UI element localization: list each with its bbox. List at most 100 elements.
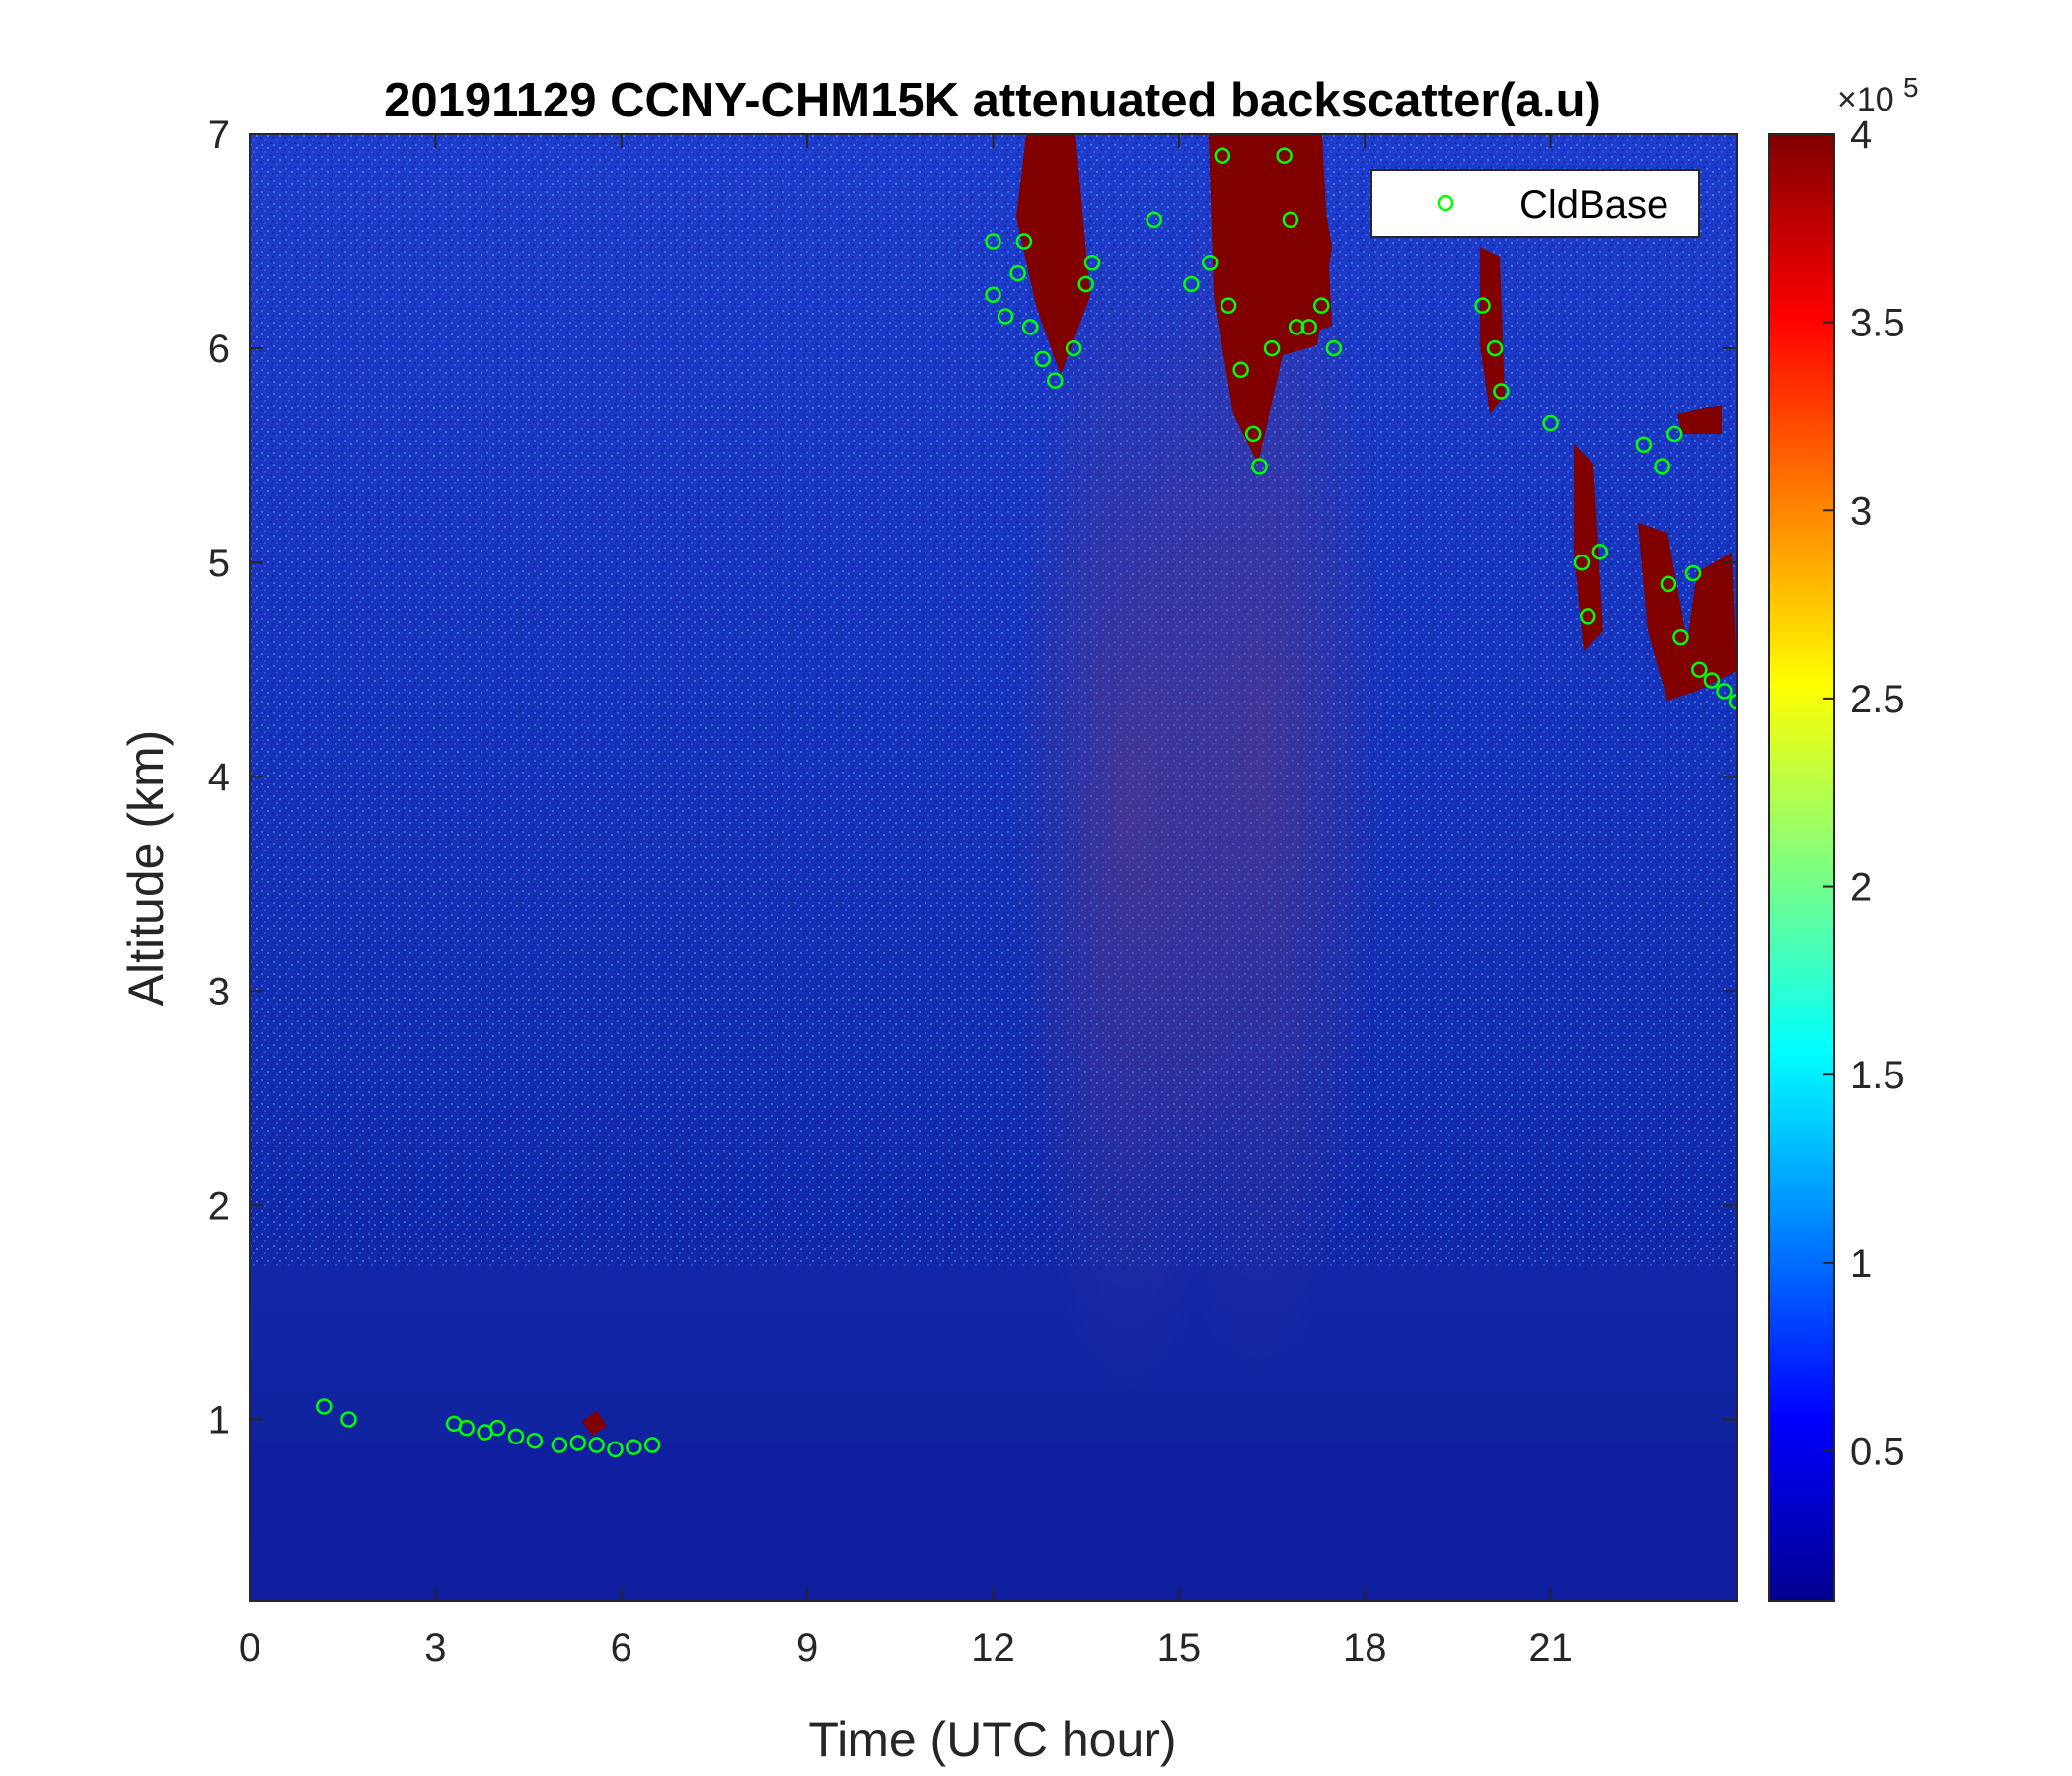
- colorbar-tick-label: 2: [1850, 866, 1872, 910]
- cldbase-point: [1251, 458, 1268, 475]
- cldbase-point: [458, 1419, 476, 1437]
- cldbase-point: [1282, 211, 1299, 229]
- x-axis-label: Time (UTC hour): [808, 1712, 1176, 1767]
- cldbase-point: [1083, 254, 1101, 271]
- x-tick-label: 18: [1343, 1626, 1387, 1669]
- colorbar-tick-label: 4: [1850, 113, 1872, 157]
- cldbase-point: [1672, 629, 1689, 646]
- colorbar-tick-label: 1.5: [1850, 1054, 1905, 1097]
- x-tick-label: 3: [424, 1626, 446, 1669]
- y-axis-label: Altitude (km): [118, 730, 174, 1007]
- colorbar-multiplier: ×10: [1837, 81, 1894, 118]
- cldbase-point: [1486, 339, 1504, 357]
- cloud-region-16h: [1283, 134, 1332, 335]
- cldbase-point: [1703, 672, 1721, 689]
- cldbase-point: [1325, 339, 1343, 357]
- cldbase-point: [1591, 544, 1609, 560]
- legend: CldBase: [1370, 169, 1700, 238]
- cldbase-point: [626, 1439, 642, 1455]
- x-tick-label: 0: [239, 1626, 260, 1669]
- legend-marker-icon: [1437, 194, 1454, 212]
- heatmap-speckle: [250, 134, 1737, 1269]
- cloud-region-23h-top: [1677, 405, 1722, 434]
- cldbase-point: [1493, 383, 1510, 400]
- cldbase-point: [997, 308, 1014, 325]
- cldbase-point: [1276, 147, 1293, 164]
- colorbar: 0.5 1 1.5 2 2.5 3 3.5 4 ×10 5: [1768, 72, 1919, 1602]
- cldbase-point: [1300, 319, 1317, 335]
- cldbase-point: [643, 1437, 661, 1453]
- colorbar-tick-label: 0.5: [1850, 1430, 1905, 1473]
- cldbase-point: [1684, 564, 1702, 582]
- colorbar-tick-label: 1: [1850, 1242, 1872, 1286]
- y-tick-label: 7: [208, 113, 230, 157]
- colorbar-tick-label: 3.5: [1850, 302, 1905, 345]
- cldbase-point: [316, 1398, 333, 1415]
- aerosol-plume-right: [1130, 134, 1386, 1381]
- cldbase-point: [985, 233, 1001, 250]
- cldbase-point: [1183, 275, 1200, 293]
- legend-box: [1370, 169, 1700, 238]
- cldbase-point: [340, 1411, 357, 1428]
- cldbase-point: [1021, 319, 1039, 335]
- cldbase-point: [1232, 361, 1249, 379]
- chart-title: 20191129 CCNY-CHM15K attenuated backscat…: [384, 74, 1601, 127]
- x-tick-label: 21: [1528, 1626, 1573, 1669]
- y-axis: 1 2 3 4 5 6 7 Altitude (km): [118, 113, 1737, 1442]
- y-tick-label: 4: [208, 756, 230, 799]
- cldbase-point: [1009, 264, 1026, 282]
- cldbase-point: [1716, 683, 1733, 700]
- y-tick-label: 6: [208, 328, 230, 371]
- colorbar-tick-label: 2.5: [1850, 678, 1905, 721]
- cldbase-point: [1573, 554, 1591, 571]
- cldbase-point: [1288, 319, 1305, 335]
- cloud-region-12h: [1016, 134, 1090, 375]
- cldbase-point: [1313, 297, 1330, 314]
- x-tick-label: 9: [796, 1626, 818, 1669]
- cldbase-point: [1691, 661, 1708, 678]
- cldbase-point: [1015, 233, 1033, 250]
- cldbase-point: [1728, 694, 1737, 710]
- cloud-region-21h: [1574, 444, 1603, 651]
- cldbase-point: [985, 286, 1001, 304]
- boundary-layer: [250, 1441, 1737, 1601]
- cloud-region-5h: [582, 1411, 607, 1436]
- cldbase-point: [1077, 275, 1094, 293]
- cldbase-point: [1665, 425, 1683, 443]
- y-tick-label: 5: [208, 542, 230, 585]
- cldbase-point: [1654, 458, 1670, 475]
- plot-area: [250, 134, 1737, 1601]
- cldbase-point: [526, 1432, 544, 1449]
- cldbase-point: [1220, 297, 1237, 314]
- cldbase-point: [507, 1428, 525, 1445]
- cldbase-point: [551, 1437, 568, 1453]
- cldbase-point: [1214, 147, 1231, 164]
- cldbase-point: [1146, 211, 1163, 229]
- cldbase-point: [1244, 425, 1262, 443]
- cloud-region-20h: [1480, 247, 1505, 414]
- cldbase-point: [1263, 339, 1281, 357]
- cldbase-point: [488, 1419, 506, 1437]
- x-tick-label: 15: [1157, 1626, 1202, 1669]
- cldbase-series: [316, 147, 1737, 1458]
- cldbase-point: [1065, 339, 1082, 357]
- colorbar-gradient: [1768, 133, 1835, 1602]
- legend-entry-cldbase: CldBase: [1519, 184, 1668, 227]
- cldbase-point: [1580, 608, 1596, 625]
- cldbase-point: [588, 1437, 605, 1453]
- x-tick-label: 12: [971, 1626, 1015, 1669]
- x-tick-label: 6: [611, 1626, 632, 1669]
- cldbase-point: [1202, 254, 1219, 271]
- y-tick-label: 1: [208, 1398, 230, 1442]
- cldbase-point: [1542, 414, 1559, 432]
- y-tick-label: 2: [208, 1184, 230, 1227]
- y-tick-label: 3: [208, 970, 230, 1013]
- colorbar-tick-label: 3: [1850, 489, 1872, 533]
- cldbase-point: [1660, 575, 1677, 593]
- x-axis: 0 3 6 9 12 15 18 21 Time (UTC hour): [239, 134, 1573, 1767]
- cldbase-point: [1474, 297, 1491, 314]
- cldbase-point: [1635, 436, 1653, 454]
- cloud-region-23h: [1638, 523, 1737, 701]
- cldbase-point: [569, 1435, 587, 1451]
